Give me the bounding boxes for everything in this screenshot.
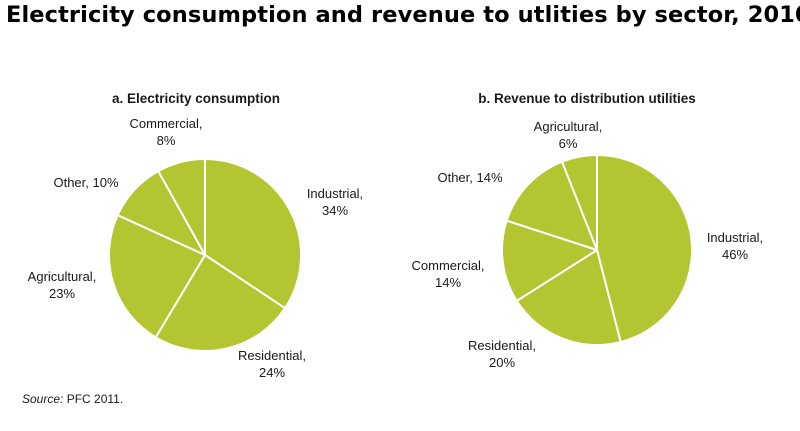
pie-b-label-agricultural-line-1: Agricultural, <box>534 119 603 134</box>
pie-a-label-commercial-line-2: 8% <box>157 133 176 148</box>
source-label: Source: <box>22 392 64 406</box>
pie-b-slice-industrial <box>596 154 693 344</box>
source-note: Source: PFC 2011. <box>22 392 123 406</box>
pie-a-label-agricultural-line-1: Agricultural, <box>28 269 97 284</box>
pie-b-label-commercial-line-1: Commercial, <box>412 258 485 273</box>
chart-a-subtitle: a. Electricity consumption <box>112 91 280 106</box>
pie-a-slice-commercial <box>157 158 206 256</box>
pie-chart-a <box>108 158 303 352</box>
pie-b-label-agricultural-line-2: 6% <box>559 136 578 151</box>
pie-a-label-residential: Residential, 24% <box>238 348 306 380</box>
pie-b-label-industrial-line-2: 46% <box>722 247 748 262</box>
pie-b-label-commercial-line-2: 14% <box>435 275 461 290</box>
pie-a-slice-agricultural <box>108 214 206 339</box>
pie-b-labels: Industrial, 46% Residential, 20% Commercial,… <box>412 119 764 370</box>
pie-b-slice-agricultural <box>561 154 598 251</box>
pie-a-labels: Industrial, 34% Residential, 24% Agricultura… <box>28 116 364 380</box>
pie-a-label-industrial: Industrial, 34% <box>307 186 363 218</box>
pie-b-slice-other <box>505 160 598 251</box>
pie-a-label-commercial-line-1: Commercial, <box>130 116 203 131</box>
pie-b-label-residential: Residential, 20% <box>468 338 536 370</box>
main-title: Electricity consumption and revenue to u… <box>6 2 800 28</box>
pie-a-label-residential-line-1: Residential, <box>238 348 306 363</box>
pie-a-slice-residential <box>154 254 286 352</box>
pie-b-label-other-line-1: Other, 14% <box>437 170 502 185</box>
pie-b-label-agricultural: Agricultural, 6% <box>534 119 603 151</box>
pie-a-label-industrial-line-2: 34% <box>322 203 348 218</box>
source-text: PFC 2011. <box>66 392 124 406</box>
pie-b-slice-commercial <box>501 219 598 302</box>
pie-b-label-residential-line-1: Residential, <box>468 338 536 353</box>
pie-a-label-agricultural-line-2: 23% <box>49 286 75 301</box>
pie-a-label-agricultural: Agricultural, 23% <box>28 269 97 301</box>
pie-b-label-industrial: Industrial, 46% <box>707 230 763 262</box>
pie-b-label-industrial-line-1: Industrial, <box>707 230 763 245</box>
pie-a-label-industrial-line-1: Industrial, <box>307 186 363 201</box>
pie-chart-b <box>501 154 693 347</box>
pie-b-label-other: Other, 14% <box>437 170 502 185</box>
pie-a-label-other: Other, 10% <box>53 175 118 190</box>
pie-a-label-other-line-1: Other, 10% <box>53 175 118 190</box>
pie-a-label-commercial: Commercial, 8% <box>130 116 203 148</box>
pie-b-slice-residential <box>515 249 622 347</box>
chart-b-subtitle: b. Revenue to distribution utilities <box>478 91 696 106</box>
pie-b-label-residential-line-2: 20% <box>489 355 515 370</box>
pie-a-label-residential-line-2: 24% <box>259 365 285 380</box>
pie-b-label-commercial: Commercial, 14% <box>412 258 485 290</box>
